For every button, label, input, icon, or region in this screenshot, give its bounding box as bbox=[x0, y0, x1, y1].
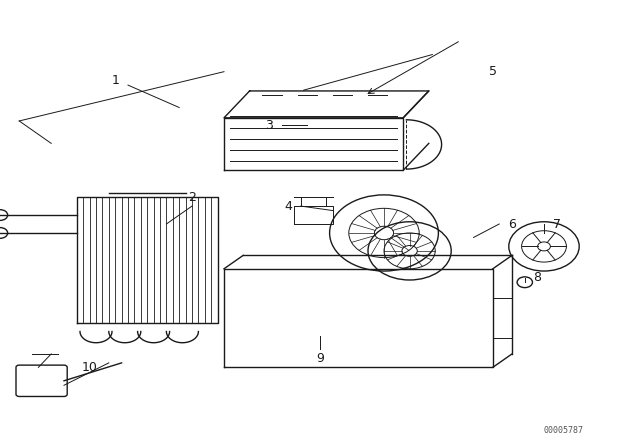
Text: 00005787: 00005787 bbox=[543, 426, 583, 435]
Text: 3: 3 bbox=[265, 119, 273, 132]
Text: 10: 10 bbox=[82, 361, 97, 374]
Text: 2: 2 bbox=[188, 190, 196, 204]
Text: 8: 8 bbox=[534, 271, 541, 284]
Text: 1: 1 bbox=[111, 74, 119, 87]
Text: 6: 6 bbox=[508, 217, 516, 231]
Text: 4: 4 bbox=[284, 199, 292, 213]
Text: 9: 9 bbox=[316, 352, 324, 365]
FancyBboxPatch shape bbox=[16, 365, 67, 396]
Text: 5: 5 bbox=[489, 65, 497, 78]
Text: 7: 7 bbox=[553, 217, 561, 231]
